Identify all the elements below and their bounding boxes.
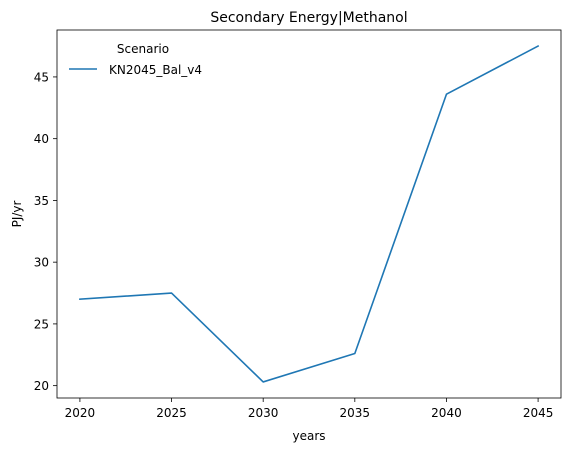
series-lines [79,44,540,383]
y-tick-label: 40 [34,132,49,146]
legend-entry-label: KN2045_Bal_v4 [109,63,202,77]
x-axis-label: years [292,429,325,443]
x-axis-ticks: 2020 2025 2030 2035 2040 2045 [65,398,554,420]
x-tick-label: 2035 [340,406,371,420]
legend: Scenario KN2045_Bal_v4 [69,42,202,77]
y-axis-label: PJ/yr [10,201,24,228]
x-tick-label: 2030 [248,406,279,420]
chart-title: Secondary Energy|Methanol [210,10,407,26]
series-line-0 [79,44,540,383]
y-tick-label: 30 [34,256,49,270]
x-tick-label: 2040 [431,406,462,420]
x-tick-label: 2045 [523,406,554,420]
y-tick-label: 45 [34,70,49,84]
x-tick-label: 2025 [156,406,187,420]
legend-title: Scenario [117,42,169,56]
y-tick-label: 25 [34,317,49,331]
x-tick-label: 2020 [65,406,96,420]
plot-frame [56,29,562,399]
y-tick-label: 20 [34,379,49,393]
y-axis-ticks: 20 25 30 35 40 45 [34,70,57,393]
y-tick-label: 35 [34,194,49,208]
